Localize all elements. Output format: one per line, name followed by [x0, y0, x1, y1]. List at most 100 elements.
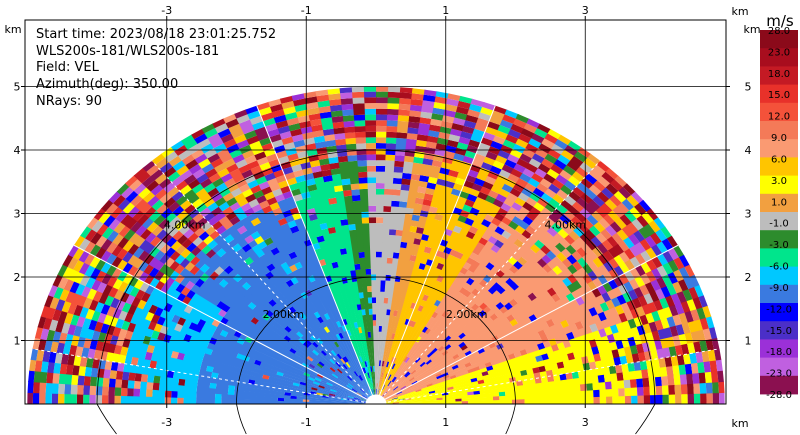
velocity-gate — [156, 315, 166, 326]
velocity-gate — [140, 373, 149, 383]
velocity-gate — [379, 389, 383, 396]
velocity-gate — [466, 193, 478, 203]
velocity-gate — [333, 185, 344, 192]
velocity-gate — [538, 143, 552, 154]
velocity-gate — [321, 169, 333, 177]
velocity-gate — [640, 262, 652, 275]
velocity-gate — [284, 171, 296, 181]
velocity-gate — [121, 186, 135, 199]
velocity-gate — [392, 377, 397, 383]
y-tick-label-right: 1 — [745, 335, 752, 348]
velocity-gate — [238, 164, 251, 174]
velocity-gate — [203, 353, 301, 384]
velocity-gate — [493, 299, 580, 347]
velocity-gate — [171, 175, 185, 187]
colorbar-swatch — [760, 375, 798, 395]
velocity-gate — [406, 179, 420, 209]
velocity-gate — [435, 250, 444, 258]
velocity-gate — [599, 396, 607, 404]
velocity-gate — [169, 260, 181, 271]
velocity-gate — [378, 377, 383, 390]
velocity-gate — [366, 143, 377, 149]
velocity-gate — [667, 235, 679, 249]
velocity-gate — [482, 181, 494, 191]
velocity-gate — [88, 299, 99, 311]
velocity-gate — [502, 114, 517, 125]
azimuth-spoke — [375, 105, 496, 405]
velocity-gate — [143, 263, 155, 275]
velocity-gate — [494, 226, 506, 236]
velocity-gate — [564, 180, 577, 192]
velocity-gate — [653, 299, 664, 312]
velocity-gate — [394, 155, 406, 162]
colorbar-swatch — [760, 102, 798, 122]
velocity-gate — [142, 301, 153, 312]
velocity-gate — [267, 128, 281, 138]
velocity-gate — [544, 232, 565, 251]
velocity-gate — [386, 399, 393, 402]
velocity-gate — [605, 183, 619, 196]
y-unit-right: km — [743, 23, 760, 36]
velocity-gate — [364, 392, 369, 398]
velocity-gate — [420, 252, 431, 265]
velocity-gate — [404, 398, 412, 401]
velocity-gate — [393, 172, 404, 179]
velocity-gate — [142, 335, 152, 345]
velocity-gate — [534, 128, 549, 139]
velocity-gate — [422, 94, 437, 103]
velocity-gate — [271, 109, 286, 118]
velocity-gate — [605, 225, 618, 237]
velocity-gate — [383, 392, 388, 398]
velocity-gate — [656, 277, 667, 290]
velocity-gate — [576, 247, 588, 258]
velocity-gate — [513, 269, 558, 304]
velocity-gate — [214, 162, 228, 173]
velocity-gate — [295, 199, 319, 245]
velocity-gate — [236, 139, 250, 149]
velocity-gate — [622, 183, 636, 196]
velocity-gate — [368, 211, 377, 218]
velocity-gate — [314, 176, 336, 229]
velocity-gate — [680, 301, 691, 314]
velocity-gate — [364, 91, 377, 98]
velocity-gate — [341, 372, 369, 398]
velocity-gate — [486, 243, 521, 279]
velocity-gate — [431, 159, 443, 168]
velocity-gate — [392, 402, 399, 404]
velocity-gate — [323, 326, 331, 333]
velocity-gate — [406, 341, 419, 358]
velocity-gate — [253, 170, 266, 180]
velocity-gate — [82, 317, 92, 329]
velocity-gate — [342, 357, 348, 363]
velocity-gate — [364, 97, 377, 104]
velocity-gate — [421, 100, 436, 114]
velocity-gate — [436, 186, 454, 216]
velocity-gate — [562, 340, 572, 349]
velocity-gate — [163, 302, 174, 313]
velocity-gate — [651, 310, 661, 323]
velocity-gate — [108, 394, 115, 404]
velocity-gate — [169, 270, 180, 281]
velocity-gate — [480, 137, 494, 147]
velocity-gate — [89, 255, 101, 269]
velocity-gate — [311, 387, 318, 391]
velocity-gate — [474, 240, 495, 264]
x-tick-label-top: -1 — [301, 4, 312, 17]
velocity-gate — [684, 363, 693, 376]
velocity-gate — [154, 249, 166, 261]
velocity-gate — [120, 345, 129, 356]
velocity-gate — [200, 363, 208, 372]
velocity-gate — [315, 141, 327, 149]
velocity-gate — [164, 246, 177, 258]
velocity-gate — [448, 337, 543, 378]
velocity-gate — [434, 96, 449, 105]
velocity-gate — [303, 317, 334, 352]
velocity-gate — [118, 309, 128, 321]
velocity-gate — [492, 346, 554, 370]
velocity-gate — [384, 353, 444, 399]
velocity-gate — [528, 138, 543, 149]
velocity-gate — [211, 371, 219, 379]
velocity-gate — [508, 220, 520, 231]
velocity-gate — [410, 220, 420, 228]
velocity-gate — [178, 378, 186, 386]
